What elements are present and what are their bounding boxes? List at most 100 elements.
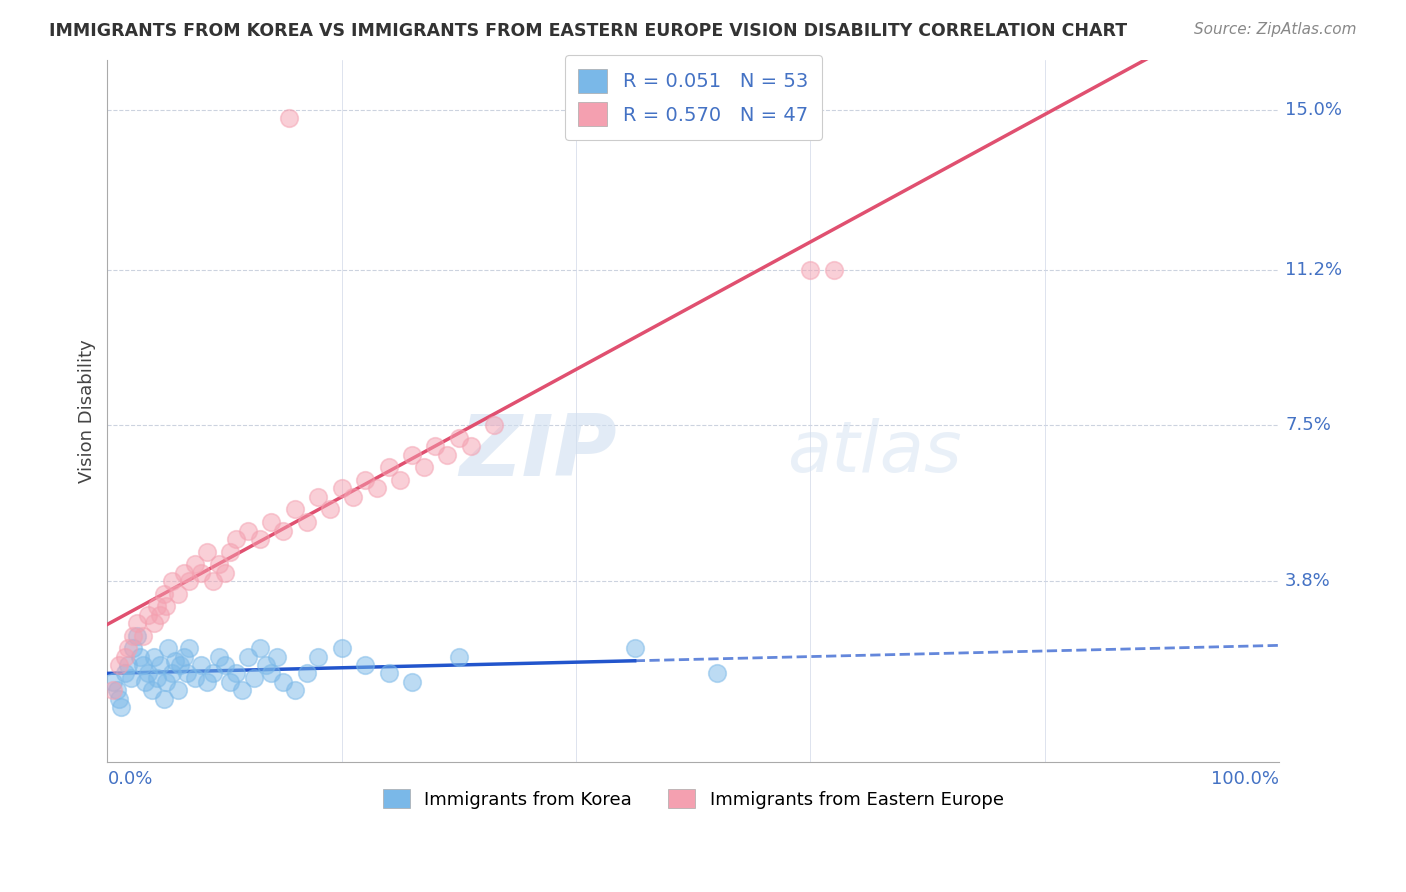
Point <box>138 607 160 622</box>
Point <box>114 666 136 681</box>
Point <box>271 674 294 689</box>
Point <box>208 557 231 571</box>
Point <box>143 649 166 664</box>
Point <box>354 473 377 487</box>
Point <box>225 666 247 681</box>
Point <box>225 532 247 546</box>
Point <box>155 674 177 689</box>
Point <box>330 641 353 656</box>
Point <box>141 683 163 698</box>
Point <box>120 671 142 685</box>
Text: ZIP: ZIP <box>460 411 617 494</box>
Text: Source: ZipAtlas.com: Source: ZipAtlas.com <box>1194 22 1357 37</box>
Point <box>152 586 174 600</box>
Point <box>447 649 470 664</box>
Text: 3.8%: 3.8% <box>1285 572 1331 590</box>
Point <box>166 586 188 600</box>
Point <box>117 641 139 656</box>
Point <box>149 658 172 673</box>
Point <box>184 671 207 685</box>
Point <box>122 629 145 643</box>
Point <box>231 683 253 698</box>
Point <box>184 557 207 571</box>
Text: 15.0%: 15.0% <box>1285 101 1343 119</box>
Point <box>138 666 160 681</box>
Point <box>260 515 283 529</box>
Point <box>173 566 195 580</box>
Point <box>195 674 218 689</box>
Point <box>482 418 505 433</box>
Point <box>114 649 136 664</box>
Text: 7.5%: 7.5% <box>1285 417 1331 434</box>
Point <box>155 599 177 614</box>
Point <box>460 439 482 453</box>
Point <box>117 658 139 673</box>
Point <box>219 674 242 689</box>
Point <box>330 482 353 496</box>
Point <box>190 566 212 580</box>
Point <box>131 658 153 673</box>
Point <box>195 544 218 558</box>
Point <box>412 460 434 475</box>
Point <box>295 515 318 529</box>
Point <box>125 615 148 630</box>
Point <box>401 448 423 462</box>
Point <box>105 683 128 698</box>
Point <box>254 658 277 673</box>
Point <box>176 666 198 681</box>
Point <box>160 574 183 588</box>
Point <box>425 439 447 453</box>
Point <box>160 666 183 681</box>
Point <box>236 649 259 664</box>
Point <box>131 629 153 643</box>
Point <box>122 641 145 656</box>
Point <box>179 574 201 588</box>
Point <box>145 599 167 614</box>
Point <box>152 691 174 706</box>
Point <box>249 532 271 546</box>
Point <box>319 502 342 516</box>
Point <box>284 683 307 698</box>
Point <box>799 263 821 277</box>
Point <box>249 641 271 656</box>
Point <box>436 448 458 462</box>
Point <box>103 674 125 689</box>
Point <box>307 490 329 504</box>
Y-axis label: Vision Disability: Vision Disability <box>79 339 96 483</box>
Text: 0.0%: 0.0% <box>107 770 153 789</box>
Point <box>103 683 125 698</box>
Point <box>134 674 156 689</box>
Point <box>366 482 388 496</box>
Text: 11.2%: 11.2% <box>1285 260 1343 279</box>
Point <box>214 658 236 673</box>
Point <box>129 649 152 664</box>
Point <box>157 641 180 656</box>
Point <box>354 658 377 673</box>
Point <box>295 666 318 681</box>
Point <box>166 683 188 698</box>
Text: 100.0%: 100.0% <box>1211 770 1279 789</box>
Point <box>208 649 231 664</box>
Point <box>243 671 266 685</box>
Point <box>377 666 399 681</box>
Point <box>149 607 172 622</box>
Point <box>266 649 288 664</box>
Point <box>342 490 364 504</box>
Point <box>108 658 131 673</box>
Point <box>165 654 187 668</box>
Point <box>278 112 301 126</box>
Point <box>823 263 845 277</box>
Point <box>173 649 195 664</box>
Point <box>214 566 236 580</box>
Point <box>201 666 224 681</box>
Text: IMMIGRANTS FROM KOREA VS IMMIGRANTS FROM EASTERN EUROPE VISION DISABILITY CORREL: IMMIGRANTS FROM KOREA VS IMMIGRANTS FROM… <box>49 22 1128 40</box>
Legend: Immigrants from Korea, Immigrants from Eastern Europe: Immigrants from Korea, Immigrants from E… <box>375 782 1011 816</box>
Point <box>260 666 283 681</box>
Point <box>271 524 294 538</box>
Point <box>108 691 131 706</box>
Point <box>706 666 728 681</box>
Point <box>377 460 399 475</box>
Point <box>201 574 224 588</box>
Point <box>179 641 201 656</box>
Point <box>389 473 412 487</box>
